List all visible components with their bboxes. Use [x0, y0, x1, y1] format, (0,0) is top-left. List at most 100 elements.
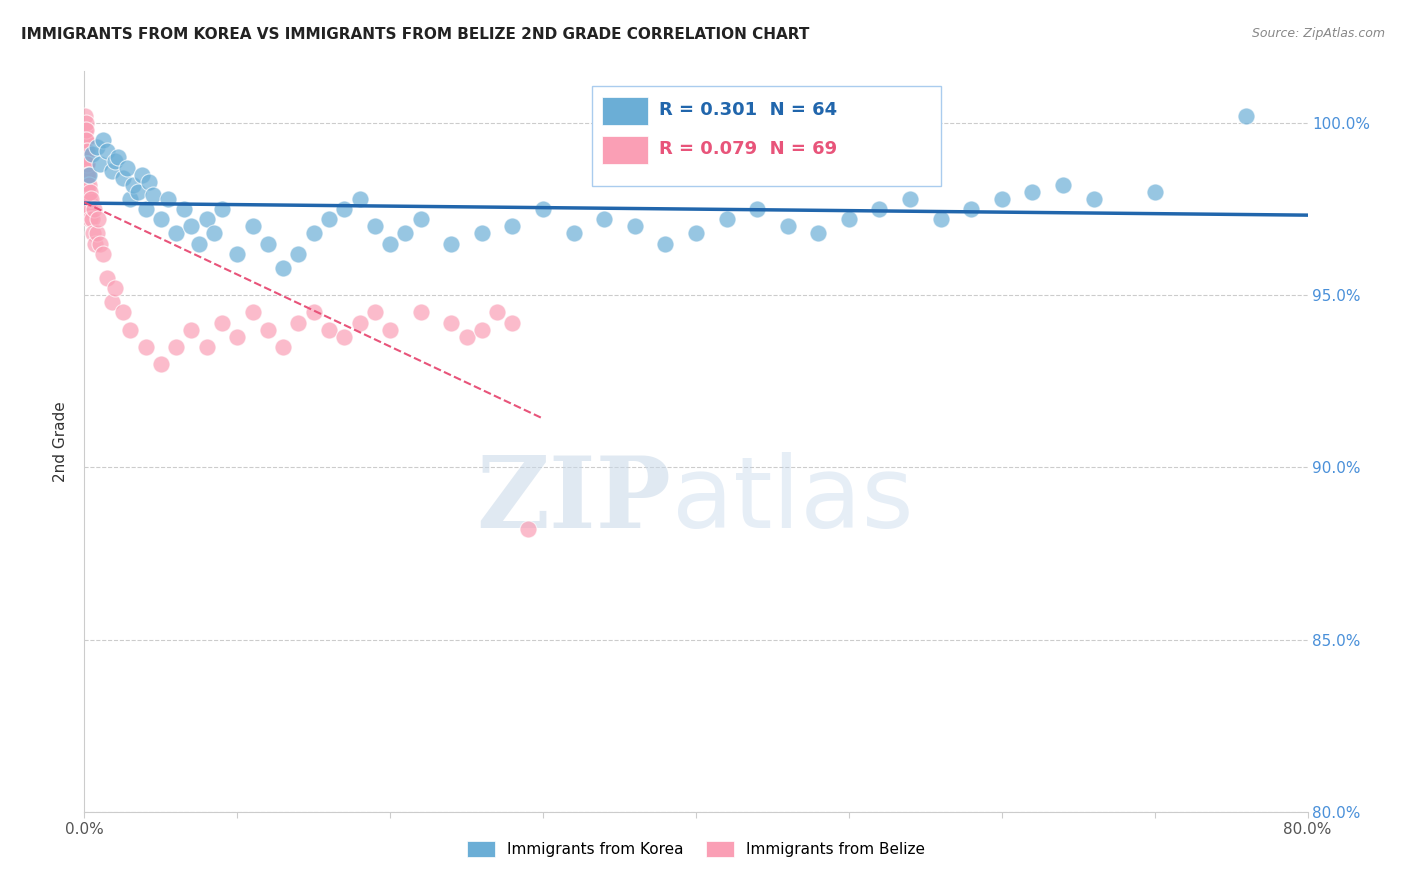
Point	[149, 212, 172, 227]
Point	[471, 323, 494, 337]
Point	[75, 133, 97, 147]
Point	[75, 151, 97, 165]
Point	[77, 178, 100, 192]
Point	[96, 271, 118, 285]
Point	[394, 226, 416, 240]
Point	[271, 340, 294, 354]
Point	[101, 295, 124, 310]
Point	[165, 226, 187, 240]
Point	[111, 171, 134, 186]
Text: atlas: atlas	[672, 452, 912, 549]
Point	[75, 123, 97, 137]
FancyBboxPatch shape	[602, 96, 648, 125]
Point	[91, 247, 114, 261]
Point	[195, 340, 218, 354]
Point	[180, 219, 202, 234]
Text: ZIP: ZIP	[477, 452, 672, 549]
Point	[131, 168, 153, 182]
Point	[135, 340, 157, 354]
Point	[111, 305, 134, 319]
Point	[960, 202, 983, 216]
Point	[685, 226, 707, 240]
Point	[75, 109, 97, 123]
Point	[75, 178, 97, 192]
Point	[77, 192, 100, 206]
Point	[76, 144, 98, 158]
FancyBboxPatch shape	[602, 136, 648, 164]
Point	[76, 157, 98, 171]
Point	[333, 202, 356, 216]
Point	[83, 202, 105, 216]
Point	[76, 192, 98, 206]
Point	[242, 305, 264, 319]
Point	[89, 236, 111, 251]
Point	[76, 157, 98, 171]
Point	[96, 144, 118, 158]
Point	[87, 212, 110, 227]
Point	[76, 178, 98, 192]
Point	[257, 236, 280, 251]
Point	[624, 219, 647, 234]
Point	[80, 192, 103, 206]
Point	[142, 188, 165, 202]
Point	[349, 316, 371, 330]
Y-axis label: 2nd Grade: 2nd Grade	[53, 401, 69, 482]
Point	[195, 212, 218, 227]
Point	[75, 168, 97, 182]
Point	[502, 219, 524, 234]
Point	[593, 212, 616, 227]
Point	[138, 175, 160, 189]
Point	[364, 305, 387, 319]
Point	[502, 316, 524, 330]
Point	[1021, 185, 1043, 199]
Point	[135, 202, 157, 216]
Point	[79, 202, 101, 216]
Point	[76, 168, 98, 182]
Point	[516, 522, 538, 536]
Point	[1236, 109, 1258, 123]
Point	[202, 226, 225, 240]
Point	[1083, 192, 1105, 206]
Point	[122, 178, 145, 192]
Point	[75, 133, 97, 147]
Point	[226, 329, 249, 343]
Point	[75, 144, 97, 158]
Point	[318, 323, 340, 337]
Point	[654, 236, 676, 251]
Point	[776, 219, 799, 234]
Point	[84, 236, 107, 251]
Point	[380, 236, 402, 251]
Point	[75, 116, 97, 130]
Point	[75, 144, 97, 158]
Point	[77, 202, 100, 216]
Point	[127, 185, 149, 199]
Point	[1052, 178, 1074, 192]
Point	[77, 168, 100, 182]
Point	[211, 316, 233, 330]
Point	[318, 212, 340, 227]
Point	[104, 281, 127, 295]
Point	[287, 316, 309, 330]
Point	[80, 147, 103, 161]
Point	[86, 140, 108, 154]
Point	[409, 212, 432, 227]
Text: Source: ZipAtlas.com: Source: ZipAtlas.com	[1251, 27, 1385, 40]
Point	[79, 212, 101, 227]
Point	[188, 236, 211, 251]
Point	[1143, 185, 1166, 199]
Text: R = 0.301  N = 64: R = 0.301 N = 64	[659, 101, 838, 119]
Point	[562, 226, 585, 240]
Point	[149, 357, 172, 371]
Point	[409, 305, 432, 319]
Point	[991, 192, 1014, 206]
FancyBboxPatch shape	[592, 87, 941, 186]
Point	[75, 192, 97, 206]
Point	[747, 202, 769, 216]
Point	[76, 178, 98, 192]
Point	[226, 247, 249, 261]
Point	[929, 212, 952, 227]
Point	[79, 185, 101, 199]
Point	[440, 316, 463, 330]
Point	[75, 123, 97, 137]
Point	[380, 323, 402, 337]
